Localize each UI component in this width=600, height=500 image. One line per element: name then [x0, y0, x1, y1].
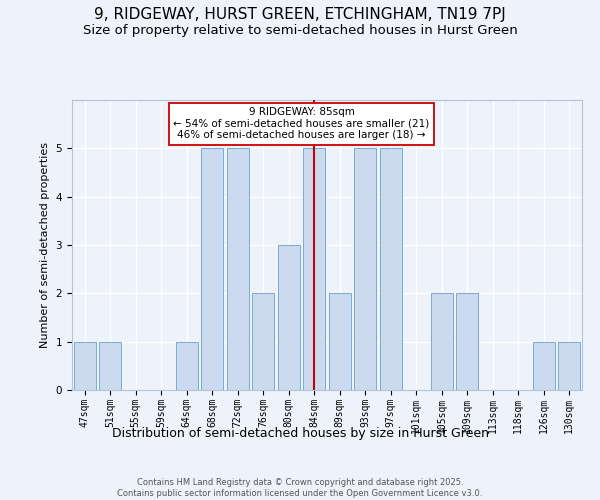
Bar: [431, 294, 452, 390]
Text: Contains HM Land Registry data © Crown copyright and database right 2025.
Contai: Contains HM Land Registry data © Crown c…: [118, 478, 482, 498]
Bar: [278, 245, 299, 390]
Text: 9, RIDGEWAY, HURST GREEN, ETCHINGHAM, TN19 7PJ: 9, RIDGEWAY, HURST GREEN, ETCHINGHAM, TN…: [94, 8, 506, 22]
Bar: [559, 342, 580, 390]
Bar: [329, 294, 350, 390]
Text: Distribution of semi-detached houses by size in Hurst Green: Distribution of semi-detached houses by …: [112, 428, 488, 440]
Bar: [533, 342, 554, 390]
Bar: [253, 294, 274, 390]
Text: Size of property relative to semi-detached houses in Hurst Green: Size of property relative to semi-detach…: [83, 24, 517, 37]
Bar: [100, 342, 121, 390]
Bar: [304, 148, 325, 390]
Bar: [457, 294, 478, 390]
Bar: [74, 342, 95, 390]
Text: 9 RIDGEWAY: 85sqm
← 54% of semi-detached houses are smaller (21)
46% of semi-det: 9 RIDGEWAY: 85sqm ← 54% of semi-detached…: [173, 108, 430, 140]
Bar: [380, 148, 401, 390]
Bar: [227, 148, 248, 390]
Bar: [176, 342, 197, 390]
Bar: [355, 148, 376, 390]
Y-axis label: Number of semi-detached properties: Number of semi-detached properties: [40, 142, 50, 348]
Bar: [202, 148, 223, 390]
